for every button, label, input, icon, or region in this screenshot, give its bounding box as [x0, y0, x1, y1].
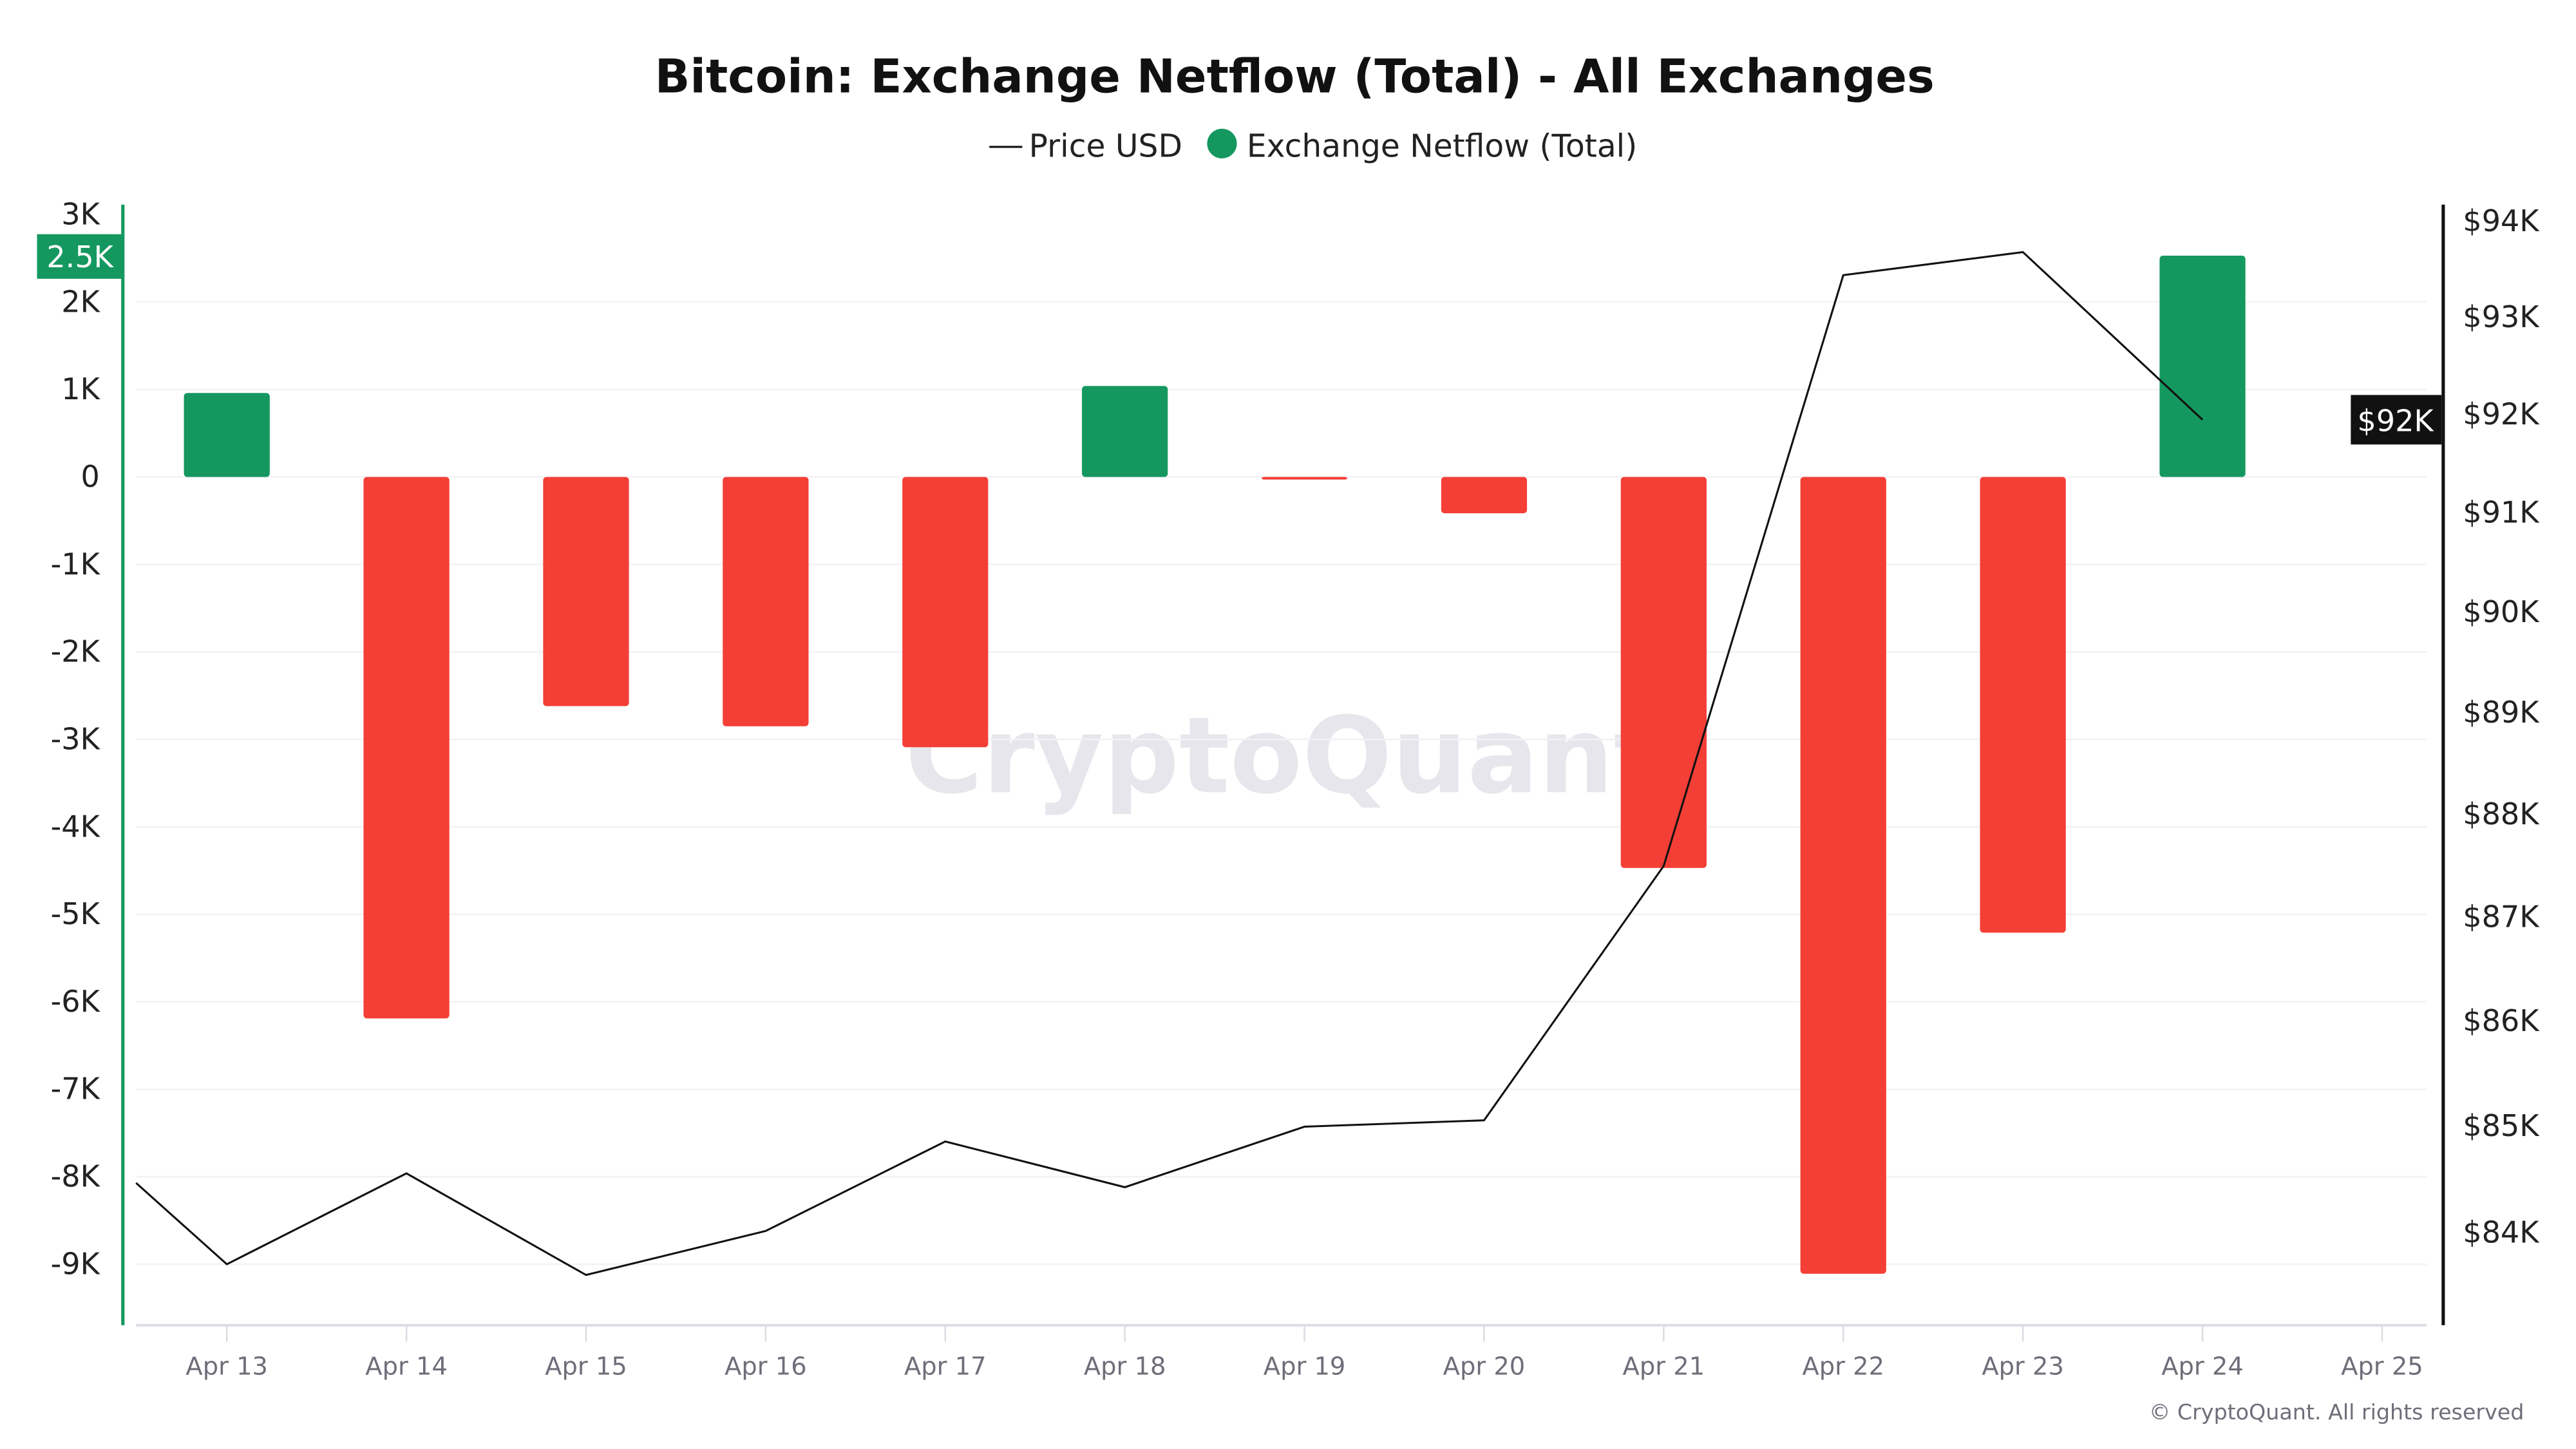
right-tick-label: $86K	[2463, 1003, 2540, 1038]
netflow-bar	[1620, 477, 1707, 868]
netflow-bar	[363, 477, 450, 1019]
x-tick-label: Apr 17	[904, 1352, 987, 1381]
right-tick-label: $85K	[2463, 1108, 2540, 1143]
netflow-bar	[184, 393, 270, 477]
x-tick-label: Apr 16	[724, 1352, 807, 1381]
legend-netflow-label[interactable]: Exchange Netflow (Total)	[1247, 128, 1637, 164]
current-netflow-badge	[37, 234, 123, 279]
left-tick-label: 0	[81, 459, 100, 494]
netflow-bar	[2159, 255, 2246, 477]
right-tick-label: $84K	[2463, 1215, 2540, 1249]
x-tick-label: Apr 14	[365, 1352, 448, 1381]
legend-netflow-swatch	[1207, 128, 1237, 159]
netflow-bar	[1441, 477, 1528, 513]
right-tick-label: $90K	[2463, 594, 2540, 629]
netflow-bar	[543, 477, 629, 706]
current-price-badge	[2351, 395, 2442, 445]
x-tick-label: Apr 15	[545, 1352, 627, 1381]
current-netflow-label: 2.5K	[46, 240, 114, 274]
netflow-bar	[902, 477, 989, 748]
left-tick-label: -9K	[51, 1246, 101, 1281]
left-tick-label: -8K	[51, 1159, 101, 1194]
right-tick-label: $87K	[2463, 899, 2540, 934]
x-tick-label: Apr 18	[1084, 1352, 1166, 1381]
legend-price-label[interactable]: Price USD	[1029, 128, 1182, 164]
left-tick-label: -1K	[51, 547, 101, 582]
right-tick-label: $89K	[2463, 695, 2540, 730]
copyright-footer: © CryptoQuant. All rights reserved	[2149, 1399, 2524, 1425]
right-tick-label: $92K	[2463, 397, 2540, 431]
netflow-bar	[1261, 477, 1348, 480]
left-tick-label: -7K	[51, 1072, 101, 1106]
x-tick-label: Apr 24	[2161, 1352, 2244, 1381]
x-tick-label: Apr 20	[1443, 1352, 1526, 1381]
current-price-label: $92K	[2357, 404, 2434, 439]
left-tick-label: -2K	[51, 634, 101, 669]
right-tick-label: $88K	[2463, 797, 2540, 831]
x-tick-label: Apr 21	[1623, 1352, 1705, 1381]
watermark: CryptoQuant	[905, 694, 1665, 817]
left-tick-label: -6K	[51, 984, 101, 1019]
right-tick-label: $93K	[2463, 299, 2540, 334]
left-tick-label: 3K	[61, 197, 100, 232]
left-tick-label: -5K	[51, 896, 101, 931]
left-tick-label: -3K	[51, 721, 101, 756]
legend: Price USD Exchange Netflow (Total)	[989, 128, 1637, 164]
netflow-bar	[1980, 477, 2066, 933]
left-tick-label: -4K	[51, 809, 101, 844]
netflow-bar	[723, 477, 809, 726]
x-tick-label: Apr 23	[1982, 1352, 2064, 1381]
x-tick-label: Apr 19	[1264, 1352, 1346, 1381]
left-tick-label: 2K	[61, 284, 100, 319]
left-tick-label: 1K	[61, 372, 100, 406]
chart-title: Bitcoin: Exchange Netflow (Total) - All …	[655, 50, 1935, 104]
right-tick-label: $94K	[2463, 204, 2540, 238]
x-tick-label: Apr 22	[1802, 1352, 1884, 1381]
netflow-bar	[1082, 386, 1168, 477]
right-tick-label: $91K	[2463, 495, 2540, 530]
netflow-bar	[1800, 477, 1886, 1274]
x-tick-label: Apr 25	[2341, 1352, 2423, 1381]
x-tick-label: Apr 13	[185, 1352, 268, 1381]
